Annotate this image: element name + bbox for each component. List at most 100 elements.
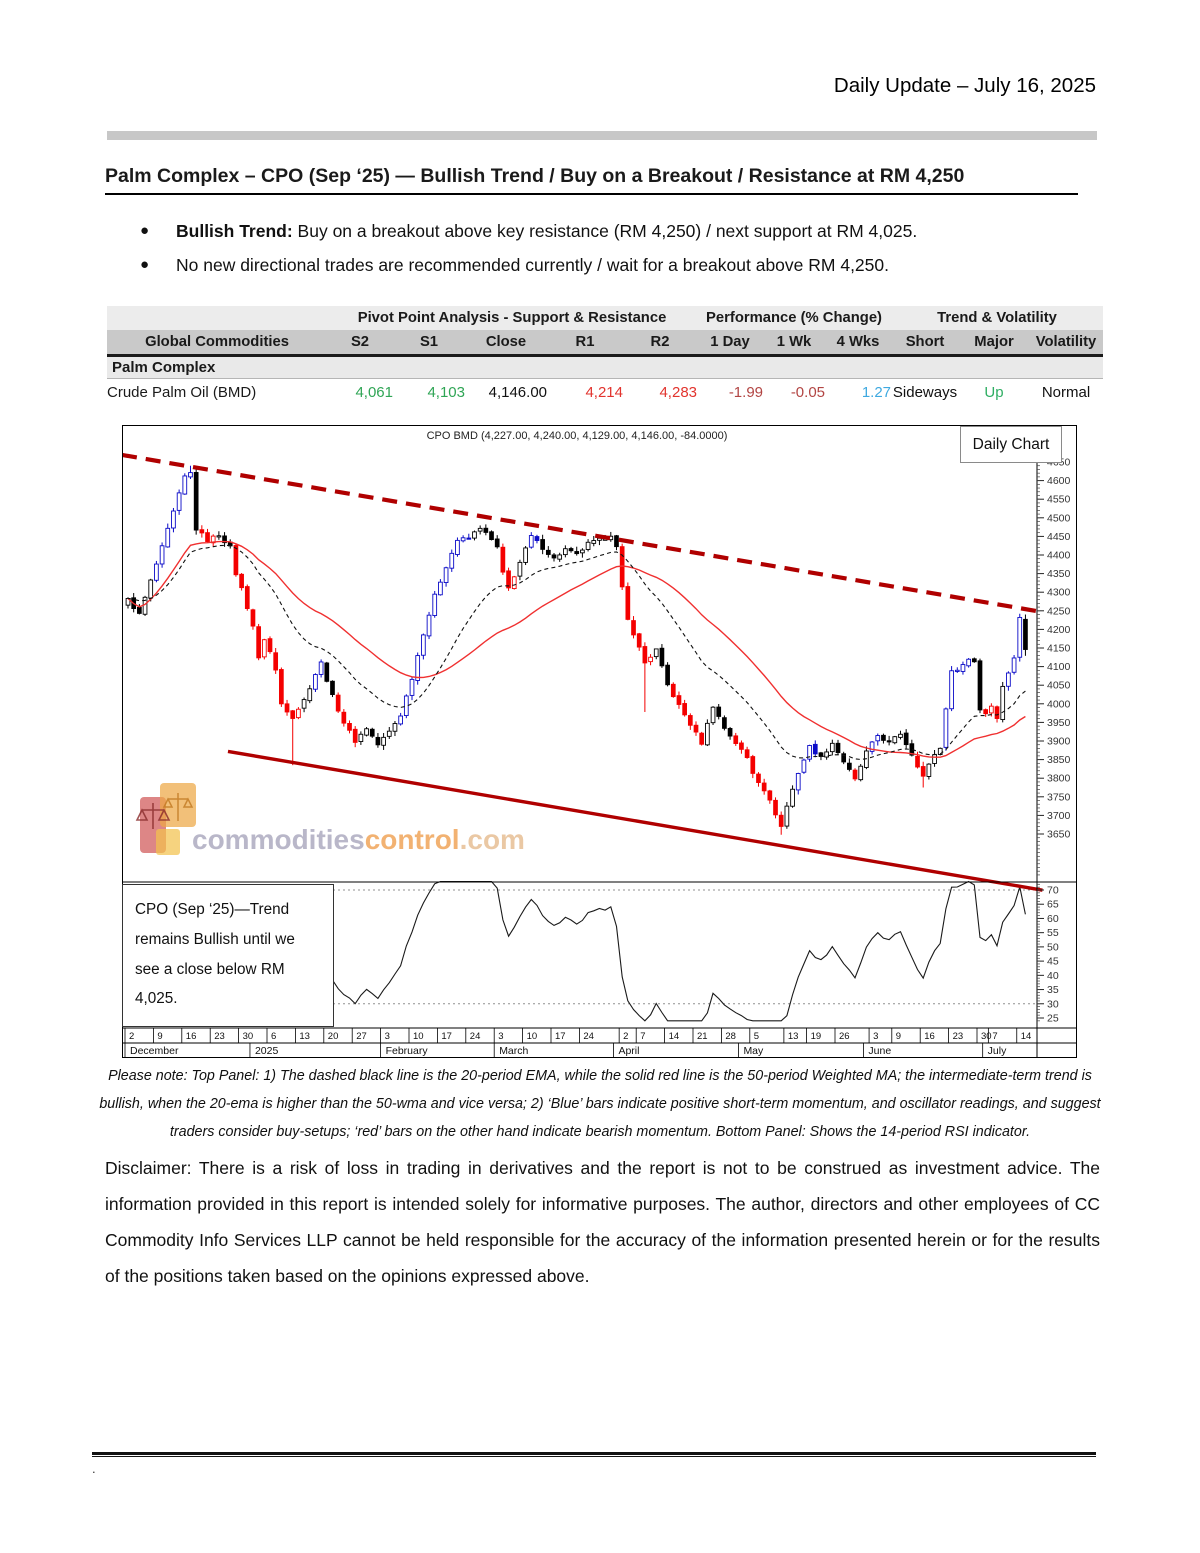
- cell-1wk: -0.05: [763, 378, 826, 406]
- svg-text:4600: 4600: [1047, 475, 1071, 487]
- svg-text:13: 13: [788, 1031, 799, 1042]
- svg-text:May: May: [743, 1045, 764, 1057]
- svg-text:3900: 3900: [1047, 736, 1071, 748]
- cell-s1: 4,103: [393, 378, 465, 406]
- header-divider-bar: [107, 131, 1097, 140]
- svg-text:4050: 4050: [1047, 680, 1071, 692]
- svg-text:3850: 3850: [1047, 754, 1071, 766]
- svg-text:7: 7: [992, 1031, 997, 1042]
- solid-support: [227, 749, 1043, 892]
- svg-text:December: December: [130, 1045, 179, 1057]
- svg-text:21: 21: [697, 1031, 708, 1042]
- svg-text:28: 28: [725, 1031, 736, 1042]
- svg-text:24: 24: [583, 1031, 594, 1042]
- col-4wks: 4 Wks: [825, 330, 892, 356]
- bullet-text: Buy on a breakout above key resistance (…: [292, 221, 918, 241]
- section-label: Palm Complex: [107, 354, 1104, 379]
- cell-r1: 4,214: [547, 378, 623, 406]
- page-title: Palm Complex – CPO (Sep ‘25) — Bullish T…: [105, 165, 1078, 195]
- svg-text:March: March: [499, 1045, 528, 1057]
- svg-text:17: 17: [555, 1031, 566, 1042]
- svg-text:7: 7: [640, 1031, 645, 1042]
- svg-text:16: 16: [924, 1031, 935, 1042]
- col-s1: S1: [393, 330, 465, 356]
- svg-text:23: 23: [214, 1031, 225, 1042]
- svg-text:3: 3: [873, 1031, 878, 1042]
- group-header-trend: Trend & Volatility: [891, 306, 1104, 330]
- cell-volatility: Normal: [1029, 378, 1104, 406]
- pivot-analysis-table: Pivot Point Analysis - Support & Resista…: [107, 306, 1104, 406]
- svg-text:13: 13: [299, 1031, 310, 1042]
- daily-chart-badge: Daily Chart: [960, 426, 1062, 463]
- group-header-performance: Performance (% Change): [697, 306, 892, 330]
- col-close: Close: [465, 330, 547, 356]
- svg-text:19: 19: [811, 1031, 822, 1042]
- svg-text:55: 55: [1047, 927, 1059, 939]
- svg-text:9: 9: [157, 1031, 162, 1042]
- group-header-pivot: Pivot Point Analysis - Support & Resista…: [327, 306, 698, 330]
- table-group-header-row: Pivot Point Analysis - Support & Resista…: [107, 306, 1104, 330]
- svg-text:30: 30: [981, 1031, 992, 1042]
- daily-price-chart: commoditiescontrol.com 3650 3700 3750 3800 38…: [122, 425, 1078, 1058]
- cell-close: 4,146.00: [465, 378, 547, 406]
- svg-text:2: 2: [623, 1031, 628, 1042]
- svg-text:65: 65: [1047, 899, 1059, 911]
- cell-s2: 4,061: [327, 378, 393, 406]
- svg-text:50: 50: [1047, 941, 1059, 953]
- wma50-line: [127, 540, 1026, 758]
- svg-text:4300: 4300: [1047, 587, 1071, 599]
- chart-footnote: Please note: Top Panel: 1) The dashed bl…: [99, 1068, 1101, 1140]
- svg-text:60: 60: [1047, 913, 1059, 925]
- svg-text:4000: 4000: [1047, 698, 1071, 710]
- svg-text:2025: 2025: [255, 1045, 279, 1057]
- svg-text:40: 40: [1047, 970, 1059, 982]
- rsi-line: [218, 880, 1026, 1022]
- svg-text:3: 3: [498, 1031, 503, 1042]
- svg-text:3950: 3950: [1047, 717, 1071, 729]
- svg-text:9: 9: [896, 1031, 901, 1042]
- disclaimer-text: Disclaimer: There is a risk of loss in t…: [105, 1158, 1100, 1286]
- footer-rule: [92, 1452, 1096, 1455]
- col-global-commodities: Global Commodities: [107, 330, 327, 356]
- svg-text:26: 26: [839, 1031, 850, 1042]
- svg-text:4200: 4200: [1047, 624, 1071, 636]
- svg-text:4500: 4500: [1047, 512, 1071, 524]
- svg-text:25: 25: [1047, 1012, 1059, 1024]
- svg-text:4250: 4250: [1047, 605, 1071, 617]
- bullet-item: ● Bullish Trend: Buy on a breakout above …: [140, 221, 1096, 242]
- svg-text:14: 14: [1021, 1031, 1032, 1042]
- bullet-item: ● No new directional trades are recommend…: [140, 255, 1096, 276]
- cell-commodity-name: Crude Palm Oil (BMD): [107, 378, 327, 406]
- price-chart-svg: commoditiescontrol.com 365037003750380038…: [122, 425, 1077, 1058]
- dashed-resistance: [122, 452, 1040, 614]
- svg-text:10: 10: [527, 1031, 538, 1042]
- col-1day: 1 Day: [697, 330, 764, 356]
- svg-text:30: 30: [243, 1031, 254, 1042]
- footer-rule-thin: [92, 1456, 1096, 1457]
- cell-4wks: 1.27: [825, 378, 892, 406]
- svg-text:4350: 4350: [1047, 568, 1071, 580]
- svg-text:4100: 4100: [1047, 661, 1071, 673]
- svg-text:4550: 4550: [1047, 494, 1071, 506]
- svg-text:23: 23: [953, 1031, 964, 1042]
- svg-text:14: 14: [669, 1031, 680, 1042]
- candles: [125, 465, 1028, 835]
- svg-text:16: 16: [186, 1031, 197, 1042]
- svg-text:3: 3: [385, 1031, 390, 1042]
- table-header-row: Global Commodities S2 S1 Close R1 R2 1 D…: [107, 330, 1104, 356]
- summary-bullets: ● Bullish Trend: Buy on a breakout above …: [140, 221, 1096, 289]
- svg-text:3650: 3650: [1047, 829, 1071, 841]
- chart-annotation-box: CPO (Sep ‘25)—Trend remains Bullish unti…: [122, 884, 334, 1027]
- svg-text:3750: 3750: [1047, 791, 1071, 803]
- cell-1day: -1.99: [697, 378, 764, 406]
- svg-text:April: April: [618, 1045, 639, 1057]
- bullet-bold-lead: Bullish Trend:: [176, 221, 293, 241]
- footer-mark: .: [92, 1461, 96, 1476]
- svg-text:3700: 3700: [1047, 810, 1071, 822]
- col-major: Major: [959, 330, 1030, 356]
- svg-text:February: February: [386, 1045, 429, 1057]
- svg-text:5: 5: [754, 1031, 759, 1042]
- svg-text:35: 35: [1047, 984, 1059, 996]
- chart-title: CPO BMD (4,227.00, 4,240.00, 4,129.00, 4…: [427, 430, 728, 442]
- svg-text:70: 70: [1047, 885, 1059, 897]
